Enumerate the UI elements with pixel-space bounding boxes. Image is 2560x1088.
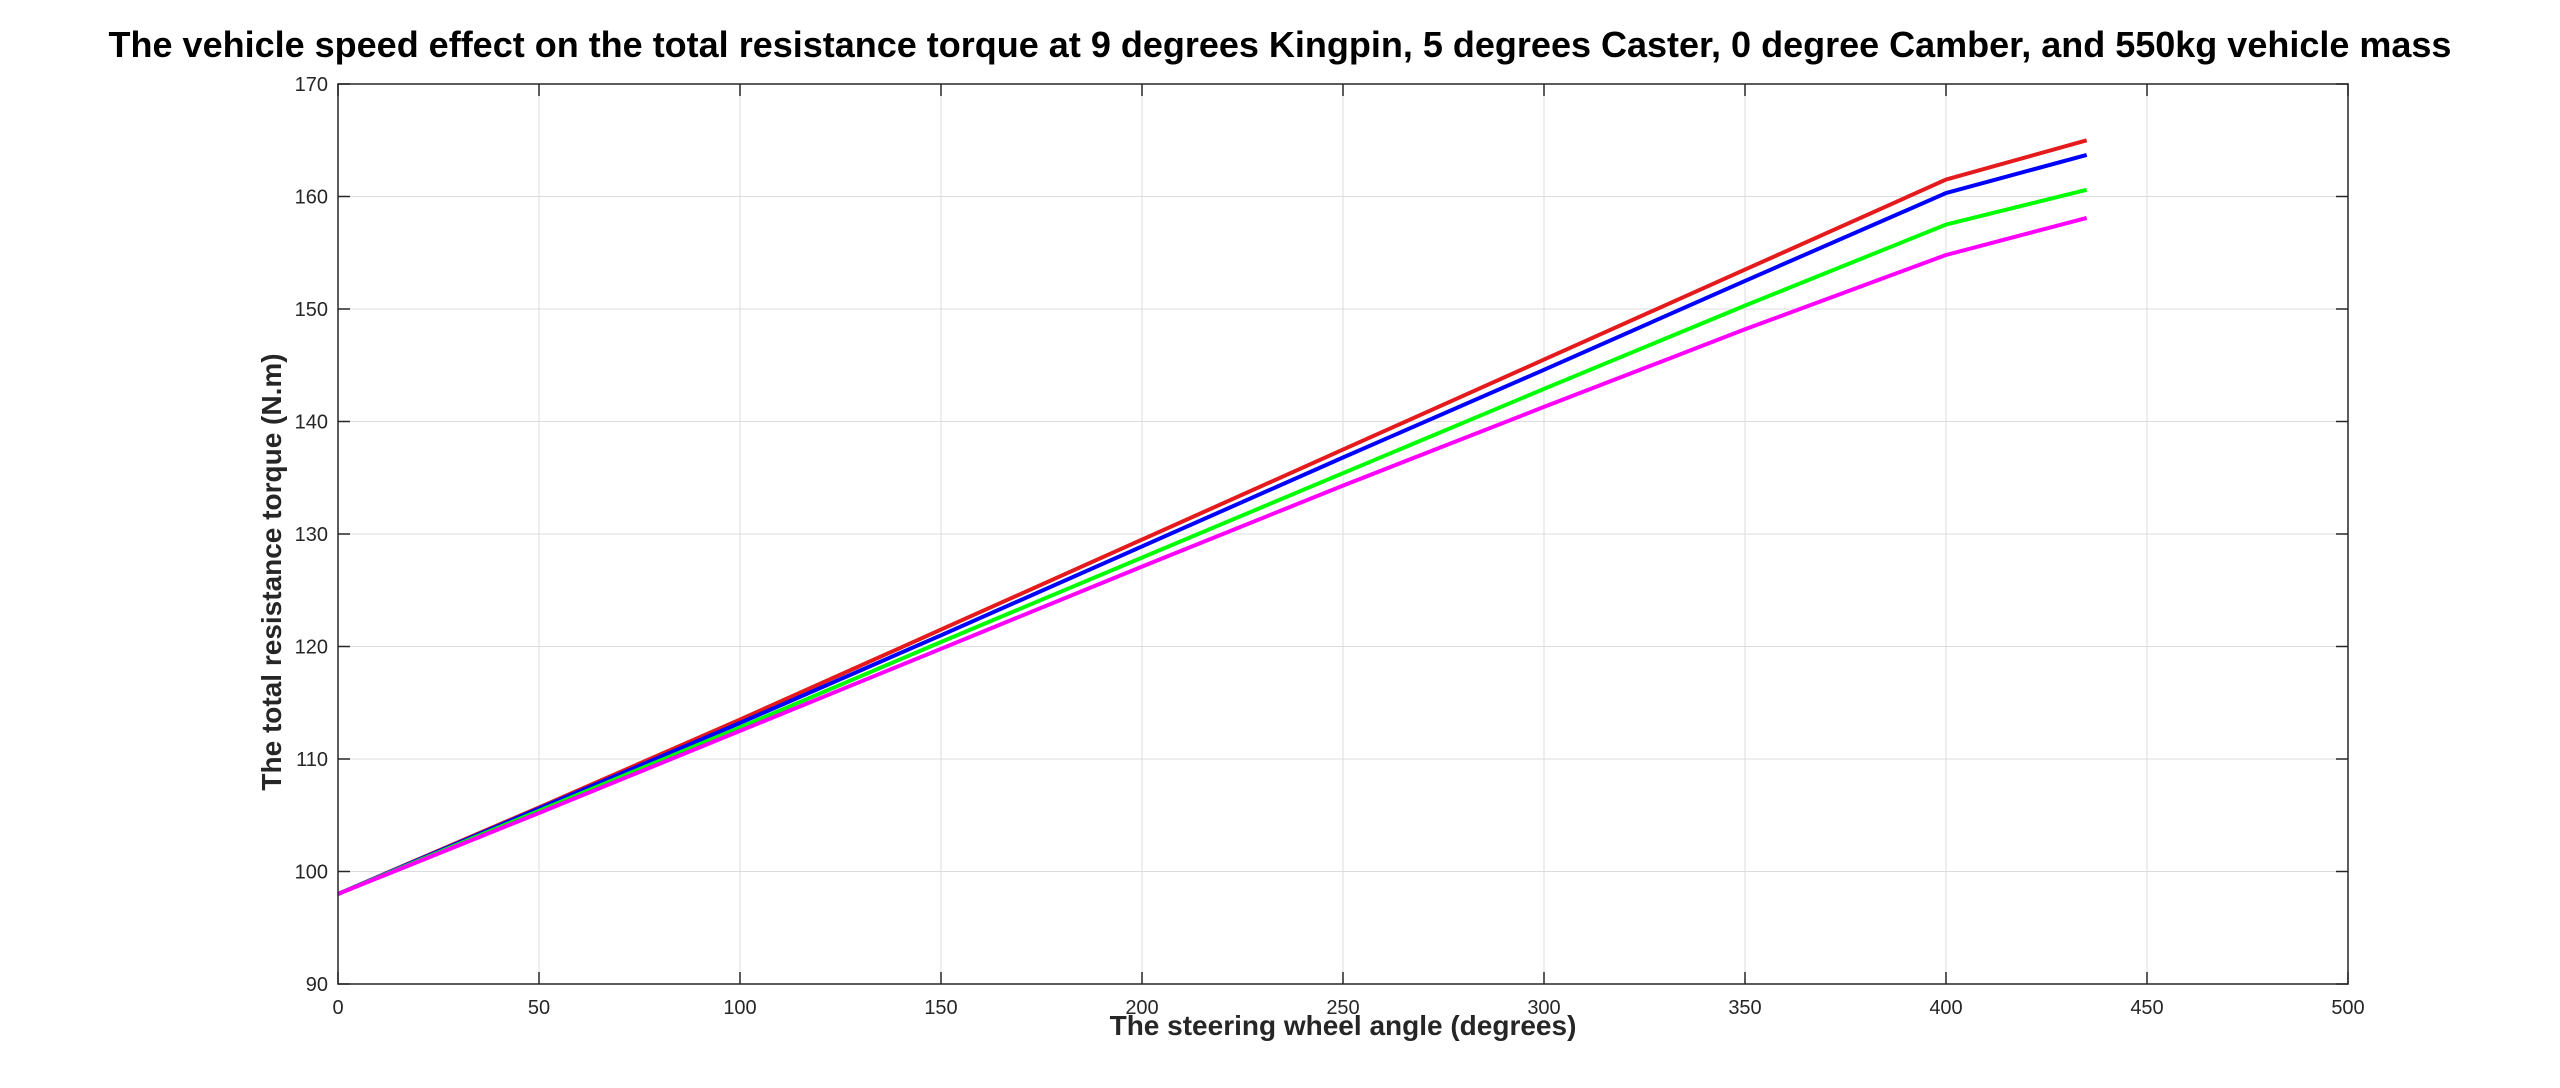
plot-frame bbox=[337, 83, 2349, 985]
y-tick-label: 130 bbox=[295, 524, 328, 546]
series-line-2 bbox=[337, 152, 2088, 896]
y-tick-label: 170 bbox=[295, 74, 328, 96]
y-tick-label: 140 bbox=[295, 412, 328, 434]
x-tick-label: 100 bbox=[723, 997, 756, 1019]
x-tick-label: 0 bbox=[332, 997, 343, 1019]
series-line-3 bbox=[337, 187, 2088, 896]
x-tick-label: 400 bbox=[1929, 997, 1962, 1019]
chart-title: The vehicle speed effect on the total re… bbox=[108, 24, 2452, 65]
y-tick-label: 110 bbox=[296, 749, 328, 771]
y-tick-label: 120 bbox=[295, 637, 328, 659]
x-axis-label: The steering wheel angle (degrees) bbox=[1109, 1010, 1577, 1041]
grid-lines bbox=[338, 84, 2348, 984]
y-tick-label: 160 bbox=[295, 187, 328, 209]
x-tick-label: 300 bbox=[1527, 997, 1560, 1019]
x-tick-label: 200 bbox=[1125, 997, 1158, 1019]
x-tick-label: 450 bbox=[2130, 997, 2163, 1019]
x-tick-label: 150 bbox=[924, 997, 957, 1019]
x-tick-label: 250 bbox=[1326, 997, 1359, 1019]
y-axis-label: The total resistance torque (N.m) bbox=[256, 353, 287, 791]
y-tick-label: 90 bbox=[306, 974, 328, 996]
series-line-1 bbox=[337, 138, 2088, 896]
y-tick-label: 100 bbox=[295, 862, 328, 884]
series-layer bbox=[337, 138, 2088, 896]
x-tick-label: 50 bbox=[528, 997, 550, 1019]
tick-labels: 0 50 100 150 200 250 300 350 400 450 500 90 100 110 12… bbox=[295, 74, 2365, 1019]
series-line-4 bbox=[337, 215, 2088, 896]
x-tick-label: 350 bbox=[1728, 997, 1761, 1019]
x-tick-label: 500 bbox=[2331, 997, 2364, 1019]
y-tick-label: 150 bbox=[295, 299, 328, 321]
